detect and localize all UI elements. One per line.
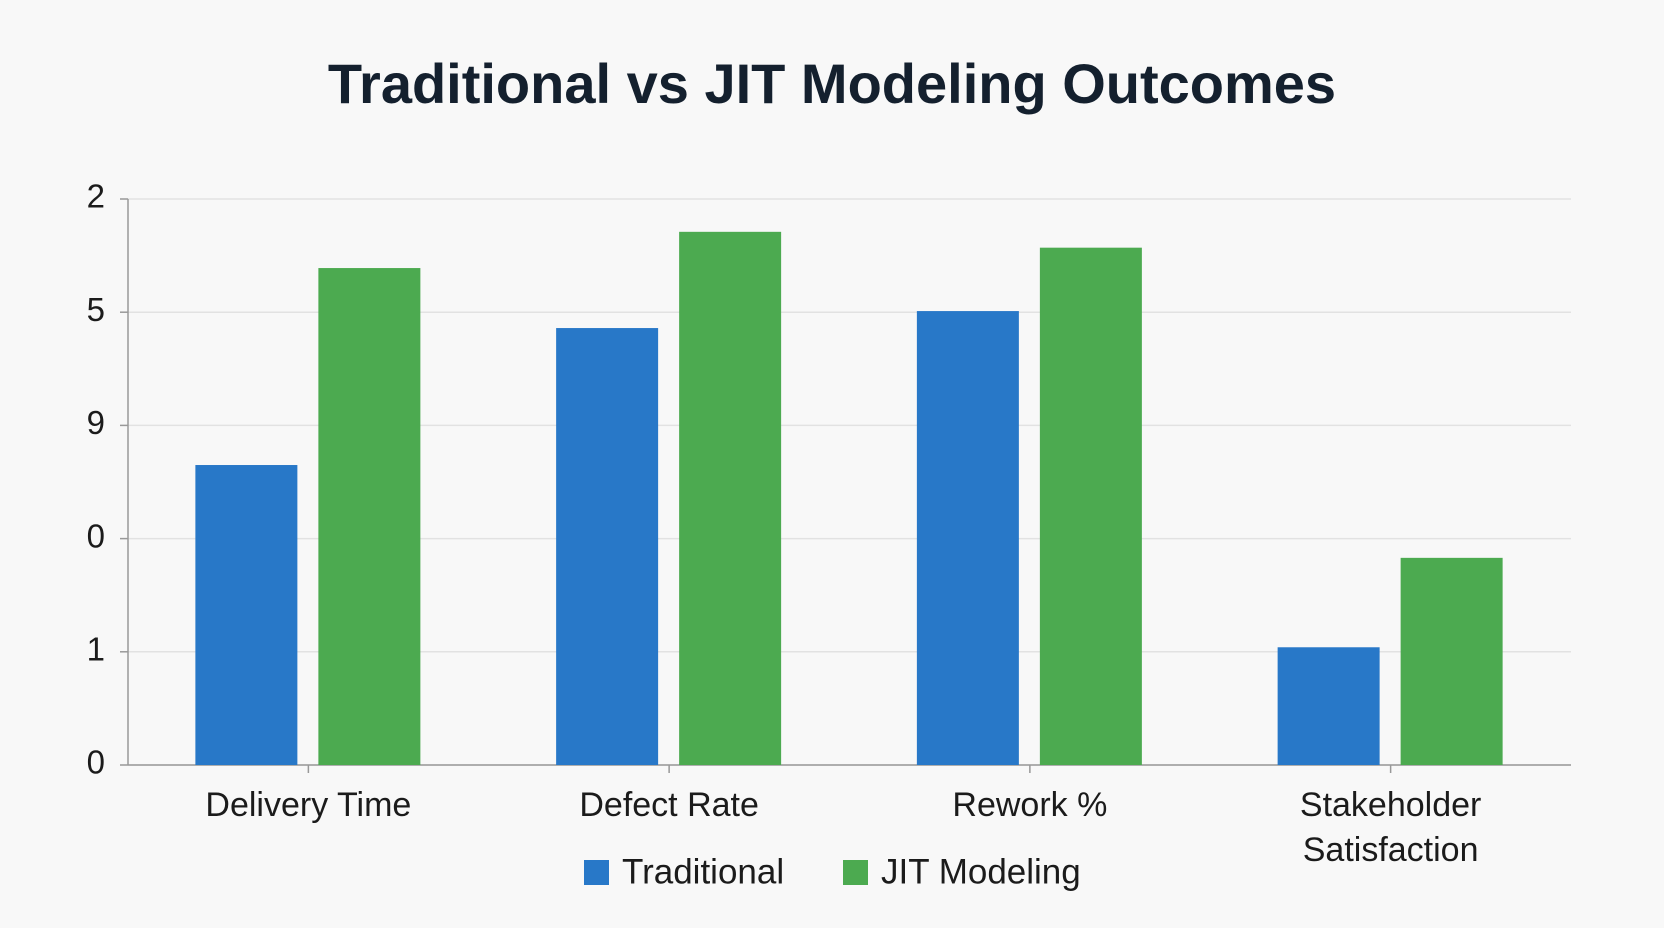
y-tick-label: 5 [87,291,105,328]
y-tick-label: 9 [87,404,105,441]
legend-label: JIT Modeling [881,852,1081,891]
y-tick-label: 0 [87,744,105,781]
x-tick-label: Defect Rate [579,786,759,824]
bar [916,311,1019,765]
bar [195,465,298,765]
x-tick-label: Rework % [952,786,1108,824]
y-tick-label: 1 [87,631,105,668]
bar [556,328,659,765]
bar [1277,647,1380,765]
x-tick-label: Stakeholder Satisfaction [1299,786,1482,869]
legend-swatch [584,860,609,885]
bar [679,231,782,765]
y-tick-label: 2 [87,178,105,215]
x-tick-label: Delivery Time [205,786,412,824]
bar [1400,557,1503,765]
bar [318,268,421,765]
legend-label: Traditional [622,852,784,891]
chart-title: Traditional vs JIT Modeling Outcomes [328,52,1336,115]
legend-swatch [843,860,868,885]
bar [1039,247,1142,765]
y-tick-label: 0 [87,517,105,554]
